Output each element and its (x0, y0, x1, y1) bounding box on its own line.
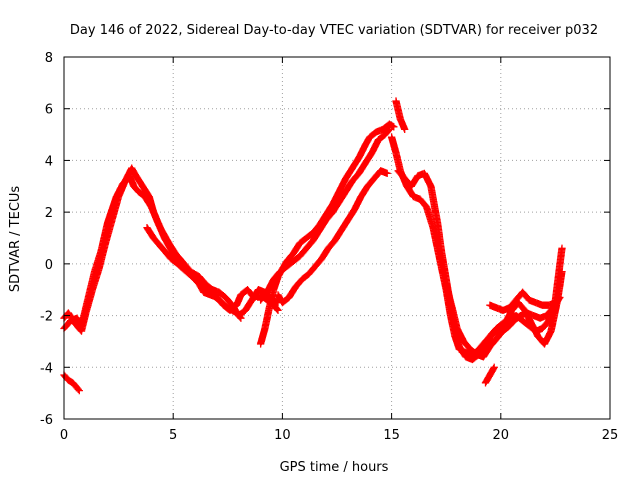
x-axis-label: GPS time / hours (280, 460, 389, 475)
tick-labels: 0 5 10 15 20 25 -6 -4 -2 0 2 4 6 8 (40, 51, 618, 443)
data-series-9 (442, 280, 564, 361)
data-series-11 (486, 288, 564, 315)
y-tick-label: 6 (45, 103, 53, 118)
ticks (63, 56, 611, 420)
y-tick-label: 2 (45, 206, 53, 221)
data-series-13 (392, 97, 409, 134)
y-tick-label: -6 (40, 413, 53, 428)
y-tick-label: 0 (45, 258, 53, 273)
y-axis-label: SDTVAR / TECUs (8, 186, 23, 293)
x-tick-label: 20 (493, 428, 510, 443)
y-tick-label: -2 (40, 310, 53, 325)
data-series-10 (481, 363, 498, 387)
data-series-6 (274, 167, 391, 307)
x-tick-label: 0 (60, 428, 68, 443)
x-tick-label: 15 (383, 428, 400, 443)
plot-frame (63, 56, 611, 420)
x-tick-label: 10 (274, 428, 291, 443)
y-tick-label: 8 (45, 51, 53, 66)
x-tick-label: 5 (169, 428, 177, 443)
data-series-3 (143, 224, 245, 322)
y-tick-label: 4 (45, 154, 53, 169)
data-series-4 (256, 120, 398, 348)
chart-title: Day 146 of 2022, Sidereal Day-to-day VTE… (70, 23, 598, 38)
data-series-5 (256, 125, 394, 304)
y-tick-label: -4 (40, 361, 53, 376)
x-tick-label: 25 (602, 428, 619, 443)
grid (64, 57, 610, 419)
series-group (60, 97, 566, 395)
